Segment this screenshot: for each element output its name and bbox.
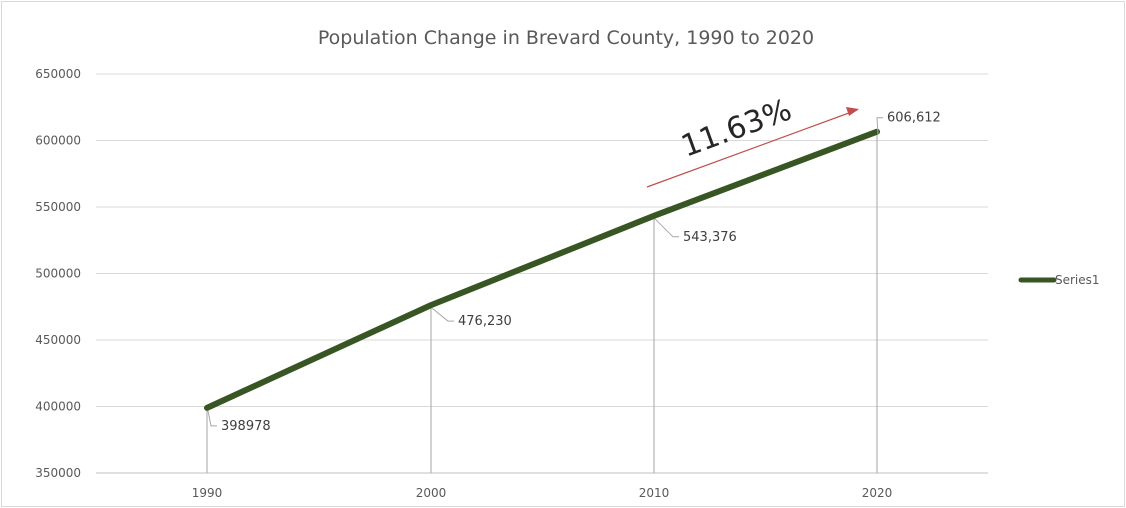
- growth-annotation: 11.63%: [646, 93, 859, 188]
- chart-title: Population Change in Brevard County, 199…: [318, 27, 814, 49]
- data-label-leader: [431, 307, 454, 322]
- x-tick-label: 2020: [862, 486, 893, 500]
- data-label: 476,230: [458, 314, 512, 329]
- x-tick-label: 2000: [416, 486, 447, 500]
- y-tick-label: 600000: [35, 134, 81, 148]
- y-tick-label: 450000: [35, 333, 81, 347]
- growth-arrow: [646, 109, 858, 188]
- data-label: 606,612: [887, 111, 941, 126]
- x-tick-label: 2010: [639, 486, 670, 500]
- data-label: 543,376: [683, 230, 737, 245]
- data-label-leader: [207, 410, 217, 427]
- y-tick-label: 500000: [35, 267, 81, 281]
- legend: Series1: [1018, 273, 1100, 287]
- gridlines: [96, 73, 988, 474]
- y-axis: 350000 400000 450000 500000 550000 600000 6500…: [35, 67, 81, 480]
- x-tick-label: 1990: [192, 486, 223, 500]
- y-tick-label: 550000: [35, 200, 81, 214]
- data-labels: 398978 476,230 543,376 606,612: [207, 111, 941, 434]
- data-label-leader: [654, 218, 679, 238]
- y-tick-label: 400000: [35, 400, 81, 414]
- legend-label: Series1: [1055, 273, 1100, 287]
- y-tick-label: 650000: [35, 67, 81, 81]
- growth-arrow-head: [846, 107, 859, 116]
- data-label-leader: [876, 117, 883, 135]
- data-label: 398978: [221, 419, 271, 434]
- drop-lines: [206, 131, 878, 473]
- y-tick-label: 350000: [35, 466, 81, 480]
- x-axis: 1990 2000 2010 2020: [192, 486, 893, 500]
- series-line: [204, 128, 880, 411]
- series: [204, 128, 880, 411]
